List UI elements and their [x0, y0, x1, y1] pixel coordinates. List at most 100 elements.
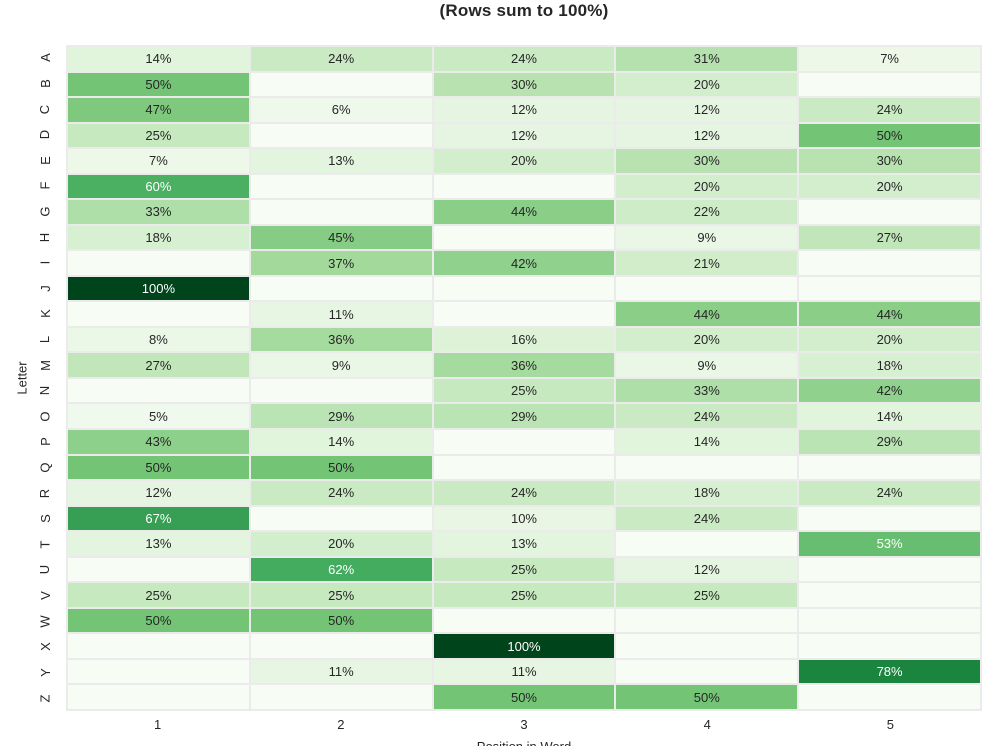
heatmap-cell-G-3: 44%: [433, 200, 615, 224]
y-tick-label: S: [37, 514, 53, 524]
heatmap-cell-M-5: 18%: [799, 353, 980, 377]
y-tick-label: D: [37, 129, 53, 140]
y-tick-label: X: [37, 642, 53, 652]
y-tick-label: H: [37, 232, 53, 242]
heatmap-cell-T-5: 53%: [799, 532, 980, 556]
y-tick-K: K: [32, 301, 58, 327]
heatmap-cell-P-1: 43%: [68, 429, 249, 454]
y-tick-S: S: [32, 506, 58, 532]
heatmap-cell-A-4: 31%: [616, 47, 798, 71]
heatmap-cell-B-4: 20%: [616, 72, 798, 97]
heatmap-cell-S-3: 10%: [433, 506, 615, 531]
y-tick-label: V: [37, 591, 53, 600]
y-tick-Z: Z: [32, 685, 58, 711]
y-tick-C: C: [32, 96, 58, 122]
heatmap-cell-G-4: 22%: [616, 200, 798, 224]
heatmap-cell-Y-5: 78%: [799, 659, 980, 684]
heatmap-cell-Z-3: 50%: [433, 685, 615, 709]
heatmap-cell-H-3: [433, 225, 615, 250]
heatmap-cell-Z-5: [799, 685, 980, 709]
heatmap-cell-C-3: 12%: [433, 98, 615, 122]
heatmap-cell-O-1: 5%: [68, 404, 249, 428]
heatmap-cell-Y-2: 11%: [250, 659, 432, 684]
heatmap-cell-A-1: 14%: [68, 47, 249, 71]
heatmap-cell-W-4: [616, 608, 798, 633]
heatmap-cell-G-2: [250, 200, 432, 224]
heatmap-cell-I-2: 37%: [250, 251, 432, 275]
heatmap-cell-K-1: [68, 302, 249, 326]
y-tick-label: L: [37, 335, 53, 344]
heatmap-cell-C-2: 6%: [250, 98, 432, 122]
y-tick-label: T: [37, 540, 53, 549]
heatmap-cell-X-2: [250, 634, 432, 658]
heatmap-cell-V-4: 25%: [616, 583, 798, 607]
y-tick-R: R: [32, 480, 58, 506]
heatmap-cell-O-2: 29%: [250, 404, 432, 428]
heatmap-cell-X-5: [799, 634, 980, 658]
heatmap-grid: 14% 24% 24% 31% 7% 50% 30% 20% 47% 6% 12% 12% 24% 25%…: [66, 45, 982, 711]
heatmap-cell-K-3: [433, 302, 615, 326]
heatmap-cell-J-2: [250, 276, 432, 301]
heatmap-cell-W-5: [799, 608, 980, 633]
heatmap-cell-U-2: 62%: [250, 557, 432, 582]
heatmap-cell-B-2: [250, 72, 432, 97]
heatmap-cell-M-4: 9%: [616, 353, 798, 377]
heatmap-cell-H-1: 18%: [68, 225, 249, 250]
y-tick-A: A: [32, 45, 58, 71]
heatmap-cell-Q-4: [616, 455, 798, 480]
heatmap-cell-Q-3: [433, 455, 615, 480]
heatmap-cell-L-5: 20%: [799, 327, 980, 352]
heatmap-cell-J-5: [799, 276, 980, 301]
y-tick-label: M: [37, 359, 53, 371]
heatmap-cell-M-1: 27%: [68, 353, 249, 377]
heatmap-cell-Z-1: [68, 685, 249, 709]
heatmap-cell-Z-2: [250, 685, 432, 709]
heatmap-cell-V-5: [799, 583, 980, 607]
y-tick-label: U: [37, 565, 53, 575]
heatmap-cell-U-3: 25%: [433, 557, 615, 582]
heatmap-cell-C-1: 47%: [68, 98, 249, 122]
y-tick-label: N: [37, 386, 53, 396]
heatmap-cell-H-4: 9%: [616, 225, 798, 250]
heatmap-cell-D-2: [250, 123, 432, 148]
y-tick-P: P: [32, 429, 58, 455]
heatmap-cell-R-2: 24%: [250, 481, 432, 505]
y-tick-Y: Y: [32, 660, 58, 686]
heatmap-cell-D-3: 12%: [433, 123, 615, 148]
heatmap-cell-A-3: 24%: [433, 47, 615, 71]
heatmap-cell-J-3: [433, 276, 615, 301]
heatmap-cell-P-2: 14%: [250, 429, 432, 454]
heatmap-cell-K-2: 11%: [250, 302, 432, 326]
y-tick-label: F: [37, 181, 53, 190]
heatmap-cell-Q-5: [799, 455, 980, 480]
heatmap-cell-L-3: 16%: [433, 327, 615, 352]
heatmap-cell-W-3: [433, 608, 615, 633]
y-tick-label: R: [37, 488, 53, 498]
heatmap-cell-T-1: 13%: [68, 532, 249, 556]
heatmap-cell-A-5: 7%: [799, 47, 980, 71]
heatmap-cell-W-1: 50%: [68, 608, 249, 633]
heatmap-cell-U-5: [799, 557, 980, 582]
heatmap-cell-E-4: 30%: [616, 149, 798, 173]
heatmap-cell-F-4: 20%: [616, 174, 798, 199]
heatmap-cell-J-4: [616, 276, 798, 301]
heatmap-cell-V-3: 25%: [433, 583, 615, 607]
heatmap-cell-R-5: 24%: [799, 481, 980, 505]
heatmap-cell-L-2: 36%: [250, 327, 432, 352]
y-tick-L: L: [32, 327, 58, 353]
y-tick-U: U: [32, 557, 58, 583]
heatmap-cell-L-4: 20%: [616, 327, 798, 352]
heatmap-cell-X-3: 100%: [433, 634, 615, 658]
y-tick-label: P: [37, 437, 53, 447]
heatmap-cell-I-5: [799, 251, 980, 275]
y-tick-label: K: [37, 309, 53, 319]
y-tick-label: I: [37, 260, 53, 265]
heatmap-cell-P-4: 14%: [616, 429, 798, 454]
heatmap-cell-N-2: [250, 378, 432, 403]
heatmap-cell-N-3: 25%: [433, 378, 615, 403]
heatmap-cell-O-4: 24%: [616, 404, 798, 428]
heatmap-cell-C-4: 12%: [616, 98, 798, 122]
heatmap-cell-S-5: [799, 506, 980, 531]
heatmap-cell-X-1: [68, 634, 249, 658]
